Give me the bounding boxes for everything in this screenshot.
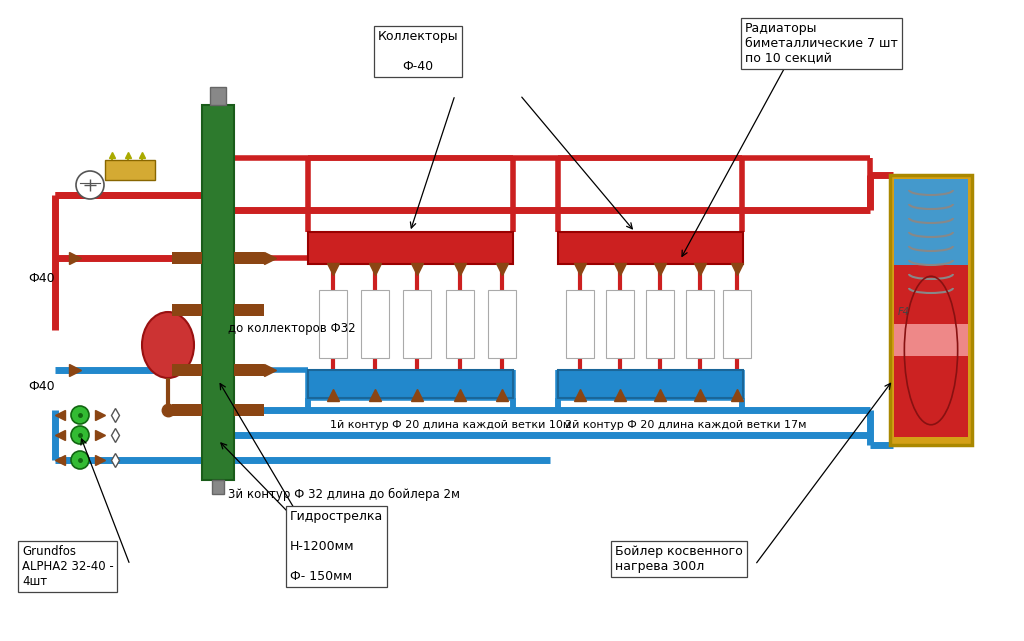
Bar [210,87,226,105]
Bar [105,160,155,180]
Circle shape [71,426,89,444]
Bar [894,256,968,437]
Text: до коллекторов Ф32: до коллекторов Ф32 [228,322,355,335]
Bar [234,364,264,376]
Bar [606,290,634,358]
Bar [566,290,594,358]
Bar [319,290,347,358]
Bar [234,304,264,316]
Text: Радиаторы
биметаллические 7 шт
по 10 секций: Радиаторы биметаллические 7 шт по 10 сек… [745,22,898,65]
Bar [202,105,234,480]
Bar [234,252,264,264]
Text: Коллекторы

Ф-40: Коллекторы Ф-40 [378,30,459,73]
Text: Ф40: Ф40 [28,272,54,285]
Text: 1й контур Ф 20 длина каждой ветки 10м: 1й контур Ф 20 длина каждой ветки 10м [330,420,571,430]
Text: Бойлер косвенного
нагрева 300л: Бойлер косвенного нагрева 300л [615,545,742,573]
Bar [894,179,968,265]
Bar [558,232,743,264]
Bar [403,290,431,358]
Bar [723,290,751,358]
Circle shape [71,451,89,469]
Bar [894,324,968,356]
Bar [308,370,513,398]
Text: F4: F4 [898,308,910,317]
Bar [558,370,743,398]
Ellipse shape [142,312,194,378]
Bar [646,290,674,358]
Bar [234,404,264,416]
Bar [172,364,202,376]
Text: Гидрострелка

Н-1200мм

Ф- 150мм: Гидрострелка Н-1200мм Ф- 150мм [290,510,383,583]
Bar [361,290,389,358]
Bar [308,232,513,264]
Bar [172,304,202,316]
Bar [446,290,474,358]
Bar [686,290,714,358]
Text: 2й контур Ф 20 длина каждой ветки 17м: 2й контур Ф 20 длина каждой ветки 17м [565,420,807,430]
Text: 3й контур Ф 32 длина до бойлера 2м: 3й контур Ф 32 длина до бойлера 2м [228,488,460,501]
Text: Grundfos
ALPHA2 32-40 -
4шт: Grundfos ALPHA2 32-40 - 4шт [22,545,114,588]
Bar [890,175,972,445]
Text: Ф40: Ф40 [28,380,54,393]
Bar [488,290,516,358]
Bar [172,404,202,416]
Circle shape [76,171,104,199]
Bar [212,480,224,494]
Bar [172,252,202,264]
Circle shape [71,406,89,424]
